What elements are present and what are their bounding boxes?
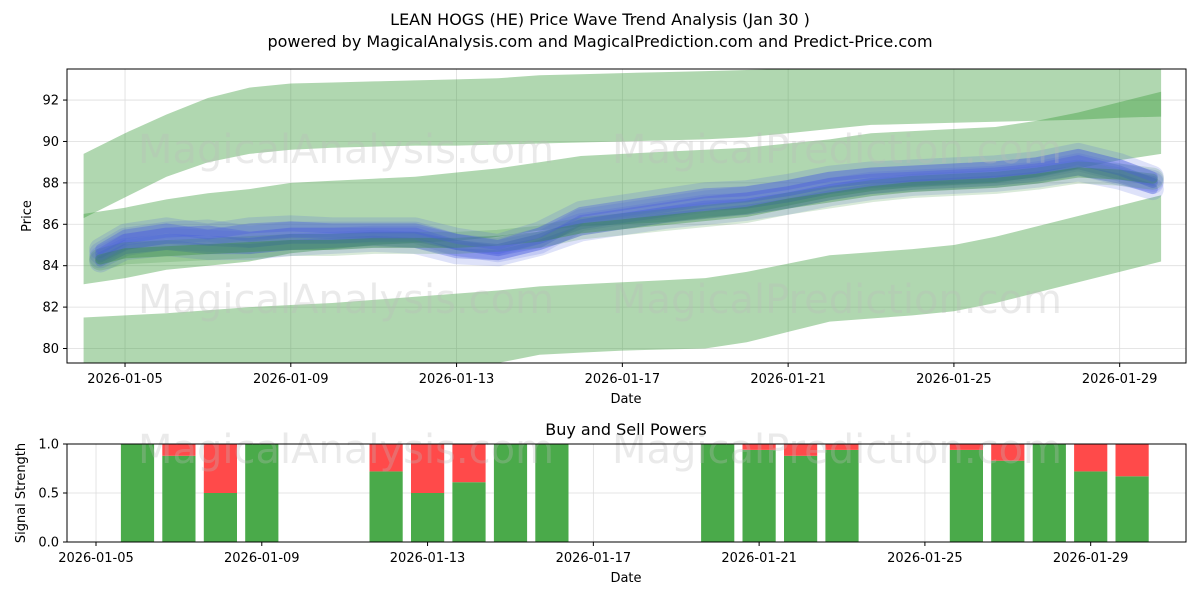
sell-bar [991, 444, 1025, 461]
y-tick-label: 0.5 [38, 487, 59, 502]
upper-forecast-band [83, 69, 1162, 219]
price-wave-2 [95, 159, 1158, 263]
buy-bar [1115, 476, 1149, 542]
price-wave-1 [95, 155, 1158, 259]
x-tick-label: 2026-01-09 [253, 372, 329, 387]
lower-forecast-band [83, 195, 1162, 363]
price-wave-5-halo [89, 142, 1164, 261]
watermark: MagicalAnalysis.com [138, 277, 554, 323]
x-tick-label: 2026-01-21 [750, 372, 826, 387]
sell-bar [949, 444, 983, 450]
y-tick-label: 84 [42, 259, 59, 274]
price-wave-4 [95, 167, 1158, 265]
buy-bar [493, 444, 528, 542]
y-tick-label: 0.0 [38, 536, 59, 551]
sell-bar [784, 444, 818, 456]
price-chart-frame [66, 68, 1187, 364]
price-wave-lines [89, 142, 1164, 273]
buy-bar [701, 444, 735, 542]
watermark: MagicalPrediction.com [612, 127, 1062, 173]
price-wave-3-halo [89, 159, 1164, 273]
sell-bar [411, 444, 445, 493]
y-tick-label: 1.0 [38, 438, 59, 453]
chart-title: LEAN HOGS (HE) Price Wave Trend Analysis… [390, 10, 810, 29]
price-chart-panel: MagicalAnalysis.com MagicalPrediction.co… [20, 68, 1187, 407]
signal-y-axis-label: Signal Strength [14, 443, 29, 543]
price-chart-watermarks: MagicalAnalysis.com MagicalPrediction.co… [138, 127, 1062, 323]
buy-bar [203, 493, 237, 542]
sell-bar [452, 444, 486, 483]
sell-bar [369, 444, 403, 472]
signal-chart-y-axis: 0.0 0.5 1.0 [38, 438, 67, 551]
price-bands [83, 69, 1162, 363]
x-tick-label: 2026-01-29 [1082, 372, 1158, 387]
sell-bar [825, 444, 859, 450]
x-tick-label: 2026-01-13 [419, 372, 495, 387]
signal-x-axis-label: Date [610, 571, 641, 586]
y-tick-label: 86 [42, 218, 59, 233]
buy-bar [162, 455, 196, 542]
y-tick-label: 90 [42, 135, 59, 150]
price-chart-y-axis: 80 82 84 86 88 90 92 [42, 94, 67, 357]
buy-bar [245, 444, 279, 542]
x-tick-label: 2026-01-25 [887, 551, 963, 566]
watermark: MagicalAnalysis.com [138, 427, 554, 473]
price-wave-3 [95, 165, 1158, 267]
sell-bar [162, 444, 196, 456]
buy-bar [825, 449, 859, 542]
buy-bar [949, 449, 983, 542]
buy-bar [411, 493, 445, 542]
price-wave-1-halo [89, 149, 1164, 265]
price-y-axis-label: Price [20, 200, 35, 232]
x-tick-label: 2026-01-05 [87, 372, 163, 387]
watermark: MagicalPrediction.com [612, 427, 1062, 473]
y-tick-label: 88 [42, 176, 59, 191]
x-tick-label: 2026-01-25 [916, 372, 992, 387]
x-tick-label: 2026-01-17 [585, 372, 661, 387]
middle-forecast-band [83, 91, 1162, 285]
x-tick-label: 2026-01-29 [1053, 551, 1129, 566]
price-wave-2-halo [89, 153, 1164, 269]
sell-bar [203, 444, 237, 493]
x-tick-label: 2026-01-09 [224, 551, 300, 566]
buy-bar [742, 449, 776, 542]
x-tick-label: 2026-01-17 [556, 551, 632, 566]
buy-bar [120, 444, 155, 542]
sell-bar [1115, 444, 1149, 477]
price-chart-grid [67, 69, 1186, 363]
watermark: MagicalPrediction.com [612, 277, 1062, 323]
x-tick-label: 2026-01-21 [721, 551, 797, 566]
y-tick-label: 92 [42, 94, 59, 109]
buy-bar [369, 471, 403, 542]
buy-bar [1032, 444, 1066, 542]
signal-chart-title: Buy and Sell Powers [545, 420, 707, 439]
buy-bar [535, 444, 569, 542]
x-tick-label: 2026-01-13 [390, 551, 466, 566]
price-wave-5 [95, 148, 1158, 255]
signal-chart-x-axis: 2026-01-05 2026-01-09 2026-01-13 2026-01-17… [58, 542, 1128, 566]
watermark: MagicalAnalysis.com [138, 127, 554, 173]
chart-subtitle: powered by MagicalAnalysis.com and Magic… [267, 32, 932, 51]
signal-bars [120, 444, 1149, 542]
x-tick-label: 2026-01-05 [58, 551, 134, 566]
sell-bar [742, 444, 776, 450]
sell-bar [1074, 444, 1108, 472]
y-tick-label: 80 [42, 342, 59, 357]
y-tick-label: 82 [42, 301, 59, 316]
buy-bar [1074, 471, 1108, 542]
buy-bar [784, 455, 818, 542]
price-chart-x-axis: 2026-01-05 2026-01-09 2026-01-13 2026-01-17… [87, 363, 1157, 387]
price-x-axis-label: Date [610, 392, 641, 407]
buy-bar [452, 482, 486, 542]
signal-chart-watermarks: MagicalAnalysis.com MagicalPrediction.co… [138, 427, 1062, 473]
price-wave-4-halo [89, 161, 1164, 271]
buy-bar [991, 460, 1025, 542]
signal-chart-panel: Buy and Sell Powers MagicalAnalysis.com … [14, 420, 1187, 586]
